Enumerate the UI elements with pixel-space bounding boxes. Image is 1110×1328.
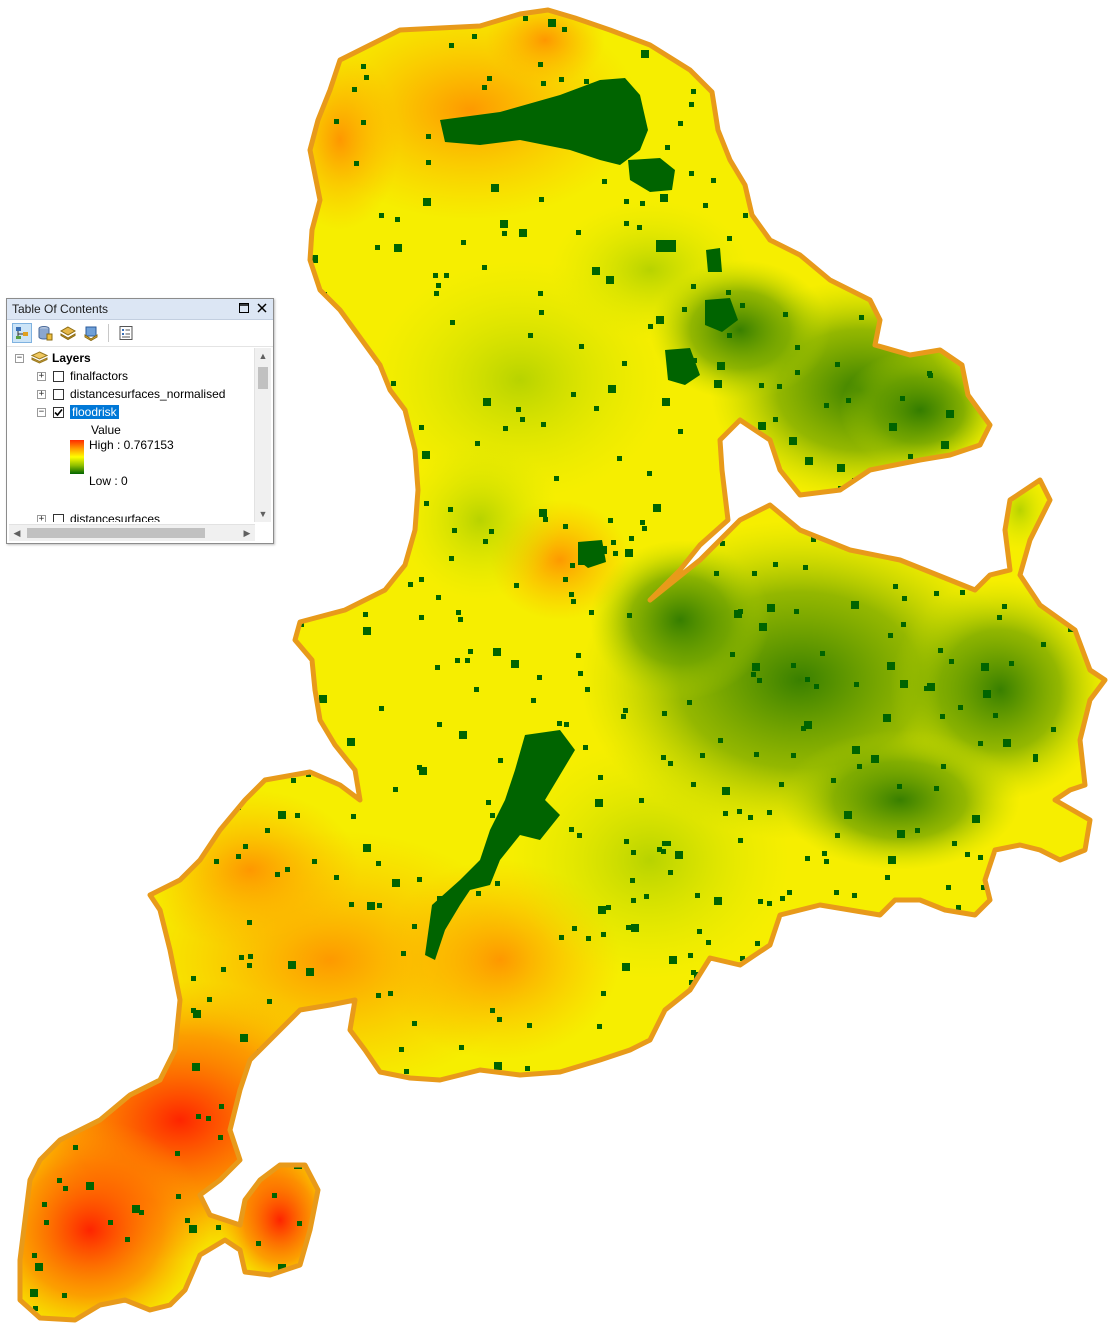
layers-group-label: Layers: [52, 351, 91, 365]
scroll-down-icon[interactable]: ▼: [258, 509, 268, 519]
vertical-scroll-thumb[interactable]: [258, 367, 268, 389]
legend-high-label: High : 0.767153: [89, 438, 174, 452]
scroll-left-icon[interactable]: ◀: [13, 527, 21, 538]
layer-row-finalfactors[interactable]: + finalfactors: [37, 367, 128, 385]
toc-title: Table Of Contents: [12, 302, 109, 316]
table-of-contents-panel[interactable]: Table Of Contents: [6, 298, 274, 544]
scroll-right-icon[interactable]: ▶: [243, 527, 251, 538]
expand-icon[interactable]: +: [37, 388, 46, 399]
layer-name[interactable]: finalfactors: [70, 369, 129, 383]
horizontal-scroll-thumb[interactable]: [27, 528, 205, 538]
layers-group-row[interactable]: − Layers: [15, 349, 91, 367]
selection-icon[interactable]: [81, 323, 101, 343]
layers-visibility-icon[interactable]: [58, 323, 78, 343]
layer-visibility-checkbox[interactable]: [53, 388, 64, 400]
restore-icon[interactable]: [237, 301, 251, 315]
toc-toolbar: [7, 320, 273, 347]
layer-name[interactable]: distancesurfaces_normalised: [70, 387, 226, 401]
expand-icon[interactable]: +: [37, 370, 46, 381]
toc-layer-tree[interactable]: − Layers + finalfactors + distancesurfac…: [9, 348, 255, 522]
legend-color-ramp[interactable]: [70, 440, 84, 474]
database-icon[interactable]: [35, 323, 55, 343]
toc-titlebar[interactable]: Table Of Contents: [7, 299, 273, 320]
layer-row-distancesurfaces-normalised[interactable]: + distancesurfaces_normalised: [37, 385, 225, 403]
legend-low-row: Low : 0: [89, 472, 128, 490]
toolbar-separator: [108, 324, 109, 342]
horizontal-scrollbar[interactable]: ◀ ▶: [9, 524, 255, 541]
expand-icon[interactable]: +: [37, 513, 46, 522]
layer-visibility-checkbox[interactable]: [53, 513, 64, 522]
legend-high-row: High : 0.767153: [89, 436, 174, 454]
layer-visibility-checkbox[interactable]: [53, 406, 64, 418]
layer-name-selected[interactable]: floodrisk: [70, 405, 119, 419]
vertical-scrollbar[interactable]: ▲ ▼: [254, 348, 271, 522]
collapse-icon[interactable]: −: [15, 352, 24, 363]
collapse-icon[interactable]: −: [37, 406, 46, 417]
layers-draw-order-icon[interactable]: [12, 323, 32, 343]
close-icon[interactable]: [255, 301, 269, 315]
options-icon[interactable]: [116, 323, 136, 343]
layer-name[interactable]: distancesurfaces: [70, 512, 161, 522]
legend-low-label: Low : 0: [89, 474, 128, 488]
layers-group-icon: [31, 351, 48, 364]
legend-field-row: Value: [91, 421, 121, 439]
layer-visibility-checkbox[interactable]: [53, 370, 64, 382]
scroll-up-icon[interactable]: ▲: [258, 351, 268, 361]
legend-field-label: Value: [91, 423, 121, 437]
layer-row-distancesurfaces[interactable]: + distancesurfaces: [37, 510, 160, 522]
layer-row-floodrisk[interactable]: − floodrisk: [37, 403, 119, 421]
checkmark-icon: [54, 408, 63, 416]
